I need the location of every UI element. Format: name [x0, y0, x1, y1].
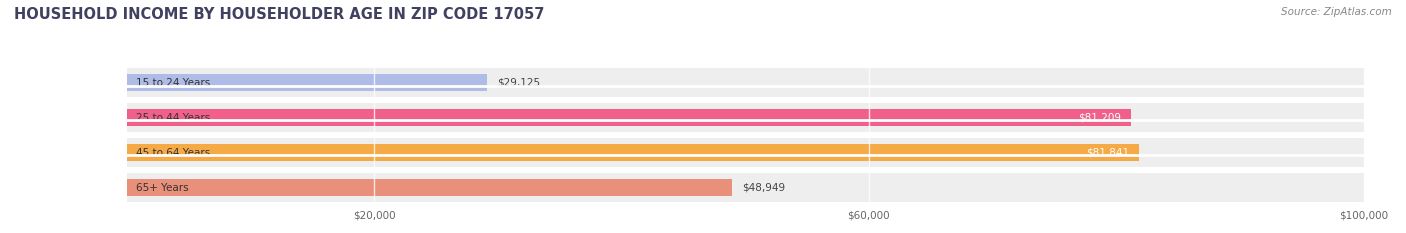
- Bar: [127, 69, 1364, 97]
- Bar: [127, 138, 1364, 167]
- Bar: [127, 103, 1364, 132]
- Bar: [127, 109, 1132, 126]
- Text: $81,209: $81,209: [1078, 113, 1122, 123]
- Text: $29,125: $29,125: [496, 78, 540, 88]
- Text: $48,949: $48,949: [742, 183, 785, 192]
- Text: Source: ZipAtlas.com: Source: ZipAtlas.com: [1281, 7, 1392, 17]
- Bar: [127, 179, 733, 196]
- Bar: [127, 173, 1364, 202]
- Text: HOUSEHOLD INCOME BY HOUSEHOLDER AGE IN ZIP CODE 17057: HOUSEHOLD INCOME BY HOUSEHOLDER AGE IN Z…: [14, 7, 544, 22]
- Text: 25 to 44 Years: 25 to 44 Years: [136, 113, 211, 123]
- Bar: [127, 74, 486, 92]
- Text: 65+ Years: 65+ Years: [136, 183, 188, 192]
- Text: 45 to 64 Years: 45 to 64 Years: [136, 148, 211, 158]
- Text: $81,841: $81,841: [1085, 148, 1129, 158]
- Text: 15 to 24 Years: 15 to 24 Years: [136, 78, 211, 88]
- Bar: [127, 144, 1139, 161]
